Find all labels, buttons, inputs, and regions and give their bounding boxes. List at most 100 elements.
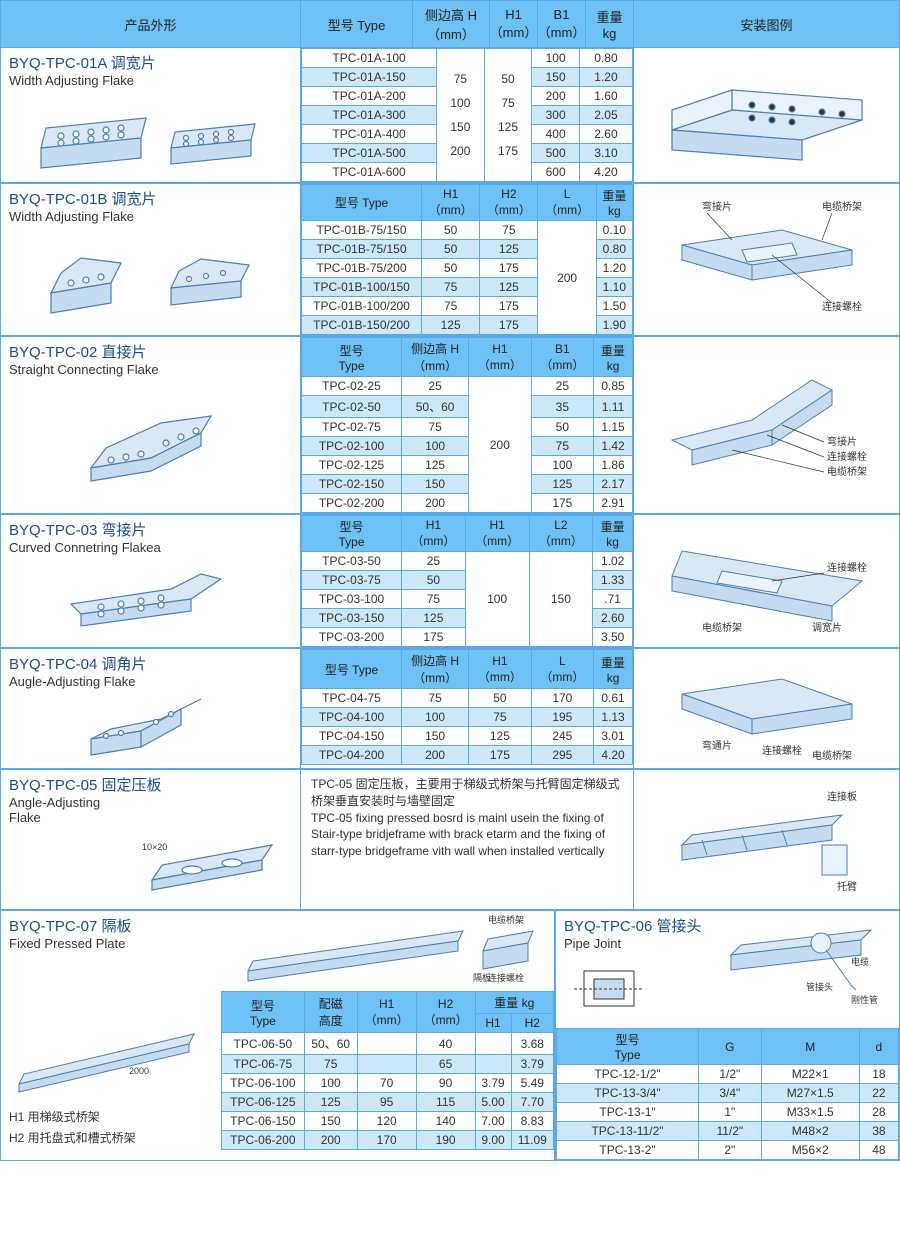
data-table-06: 型号 Type G M d TPC-12-1/2"1/2"M22×118TPC-… xyxy=(556,1028,899,1160)
section-01b: BYQ-TPC-01B 调宽片 Width Adjusting Flake 型号… xyxy=(1,184,899,337)
cell-h1b: 100 xyxy=(465,552,529,647)
cell-h2: 40 xyxy=(416,1033,475,1055)
col-h1b: H1 （mm） xyxy=(465,516,529,552)
cell-mag: 50、60 xyxy=(304,1033,357,1055)
col-l2: L2 （mm） xyxy=(529,516,593,552)
cell-type: TPC-03-100 xyxy=(302,590,402,609)
cell-type: TPC-13-2" xyxy=(557,1141,699,1160)
col-h1: H1 （mm） xyxy=(357,992,416,1033)
cell-type: TPC-02-100 xyxy=(302,437,402,456)
catalog-table: 产品外形 型号 Type 侧边高 H （mm） H1 （mm） B1 （mm） … xyxy=(0,0,900,1161)
long-plate-diagram: 2000 xyxy=(9,1004,209,1104)
cell-type: TPC-01A-100 xyxy=(302,49,437,68)
cell-type: TPC-02-125 xyxy=(302,456,402,475)
cell-kg: 3.01 xyxy=(594,727,633,746)
title-cn: BYQ-TPC-02 直接片 xyxy=(9,341,292,362)
cell-g: 1" xyxy=(699,1103,762,1122)
cell-h1: 170 xyxy=(357,1131,416,1150)
cell-b1: 500 xyxy=(532,144,580,163)
title-en: Width Adjusting Flake xyxy=(9,73,292,88)
cell-b1: 100 xyxy=(532,49,580,68)
section-02: BYQ-TPC-02 直接片 Straight Connecting Flake… xyxy=(1,337,899,515)
cell-h1: 50 xyxy=(469,689,531,708)
cell-kg: 2.60 xyxy=(579,125,632,144)
cell-h2: 90 xyxy=(416,1074,475,1093)
cell-g: 2" xyxy=(699,1141,762,1160)
hdr-b1: B1 （mm） xyxy=(538,1,586,48)
cell-m: M33×1.5 xyxy=(761,1103,859,1122)
cell-d: 22 xyxy=(859,1084,898,1103)
cell-side: 125 xyxy=(402,456,469,475)
col-h1: H1 （mm） xyxy=(469,650,531,689)
cell-kg: 4.20 xyxy=(579,163,632,182)
cell-mag: 100 xyxy=(304,1074,357,1093)
cell-h1: 125 xyxy=(402,609,466,628)
cell-side: 100 xyxy=(402,708,469,727)
cell-kh1 xyxy=(475,1033,511,1055)
svg-text:连接螺栓: 连接螺栓 xyxy=(827,561,867,574)
cell-side: 50、60 xyxy=(402,396,469,418)
cell-type: TPC-04-150 xyxy=(302,727,402,746)
cell-type: TPC-06-100 xyxy=(222,1074,305,1093)
cell-type: TPC-01B-100/200 xyxy=(302,297,422,316)
col-h1: H1 （mm） xyxy=(402,516,466,552)
section-04: BYQ-TPC-04 调角片 Augle-Adjusting Flake 型号 … xyxy=(1,649,899,770)
col-type: 型号 Type xyxy=(302,338,402,377)
cell-type: TPC-02-200 xyxy=(302,494,402,513)
svg-text:弯接片: 弯接片 xyxy=(827,435,857,448)
cell-type: TPC-01B-75/200 xyxy=(302,259,422,278)
title-en: Width Adjusting Flake xyxy=(9,209,292,224)
cell-g: 11/2" xyxy=(699,1122,762,1141)
cell-b1: 600 xyxy=(532,163,580,182)
cell-d: 28 xyxy=(859,1103,898,1122)
svg-text:托臂: 托臂 xyxy=(837,880,857,893)
cell-type: TPC-06-75 xyxy=(222,1055,305,1074)
cell-h1: 175 xyxy=(402,628,466,647)
install-diagram: 连接螺栓 调宽片 电缆桥架 xyxy=(652,521,882,641)
cell-h2: 190 xyxy=(416,1131,475,1150)
col-side: 侧边高 H （mm） xyxy=(402,650,469,689)
svg-text:10×20: 10×20 xyxy=(142,842,167,852)
cell-kh2: 8.83 xyxy=(511,1112,553,1131)
cell-type: TPC-13-1" xyxy=(557,1103,699,1122)
cell-kg: 0.10 xyxy=(596,221,632,240)
title-cn: BYQ-TPC-03 弯接片 xyxy=(9,519,292,540)
cell-g: 3/4" xyxy=(699,1084,762,1103)
col-h2: H2 （mm） xyxy=(416,992,475,1033)
cell-h1: 75 xyxy=(469,708,531,727)
col-kg: 重量 kg xyxy=(596,185,632,221)
cell-kg: .71 xyxy=(593,590,633,609)
svg-text:调宽片: 调宽片 xyxy=(812,621,842,634)
cell-type: TPC-04-75 xyxy=(302,689,402,708)
col-d: d xyxy=(859,1029,898,1065)
cell-h1: 95 xyxy=(357,1093,416,1112)
hdr-shape: 产品外形 xyxy=(1,1,301,48)
cell-d: 18 xyxy=(859,1065,898,1084)
col-h2: H2 （mm） xyxy=(480,185,538,221)
col-m: M xyxy=(761,1029,859,1065)
cell-l: 295 xyxy=(531,746,593,765)
hdr-type: 型号 Type xyxy=(301,1,413,48)
cell-h2: 115 xyxy=(416,1093,475,1112)
cell-type: TPC-02-50 xyxy=(302,396,402,418)
cell-m: M27×1.5 xyxy=(761,1084,859,1103)
cell-l2: 150 xyxy=(529,552,593,647)
cell-type: TPC-13-3/4" xyxy=(557,1084,699,1103)
cell-kg: 0.85 xyxy=(594,377,633,396)
svg-text:弯接片: 弯接片 xyxy=(702,200,732,213)
cell-h1: 50 xyxy=(422,221,480,240)
svg-text:连接螺栓: 连接螺栓 xyxy=(762,744,802,757)
col-type: 型号 Type xyxy=(302,185,422,221)
col-side: 侧边高 H （mm） xyxy=(402,338,469,377)
cell-b1: 300 xyxy=(532,106,580,125)
cell-type: TPC-06-200 xyxy=(222,1131,305,1150)
cell-b1: 175 xyxy=(531,494,593,513)
cell-b1: 200 xyxy=(532,87,580,106)
data-table-07: 型号 Type 配磁 高度 H1 （mm） H2 （mm） 重量 kg H1 H… xyxy=(221,991,554,1150)
cell-type: TPC-03-150 xyxy=(302,609,402,628)
cell-h1: 125 xyxy=(422,316,480,335)
col-l: L （mm） xyxy=(538,185,596,221)
cell-kg: 1.20 xyxy=(596,259,632,278)
title-en: Augle-Adjusting Flake xyxy=(9,674,292,689)
cell-side-h: 75 100 150 200 xyxy=(437,49,485,182)
